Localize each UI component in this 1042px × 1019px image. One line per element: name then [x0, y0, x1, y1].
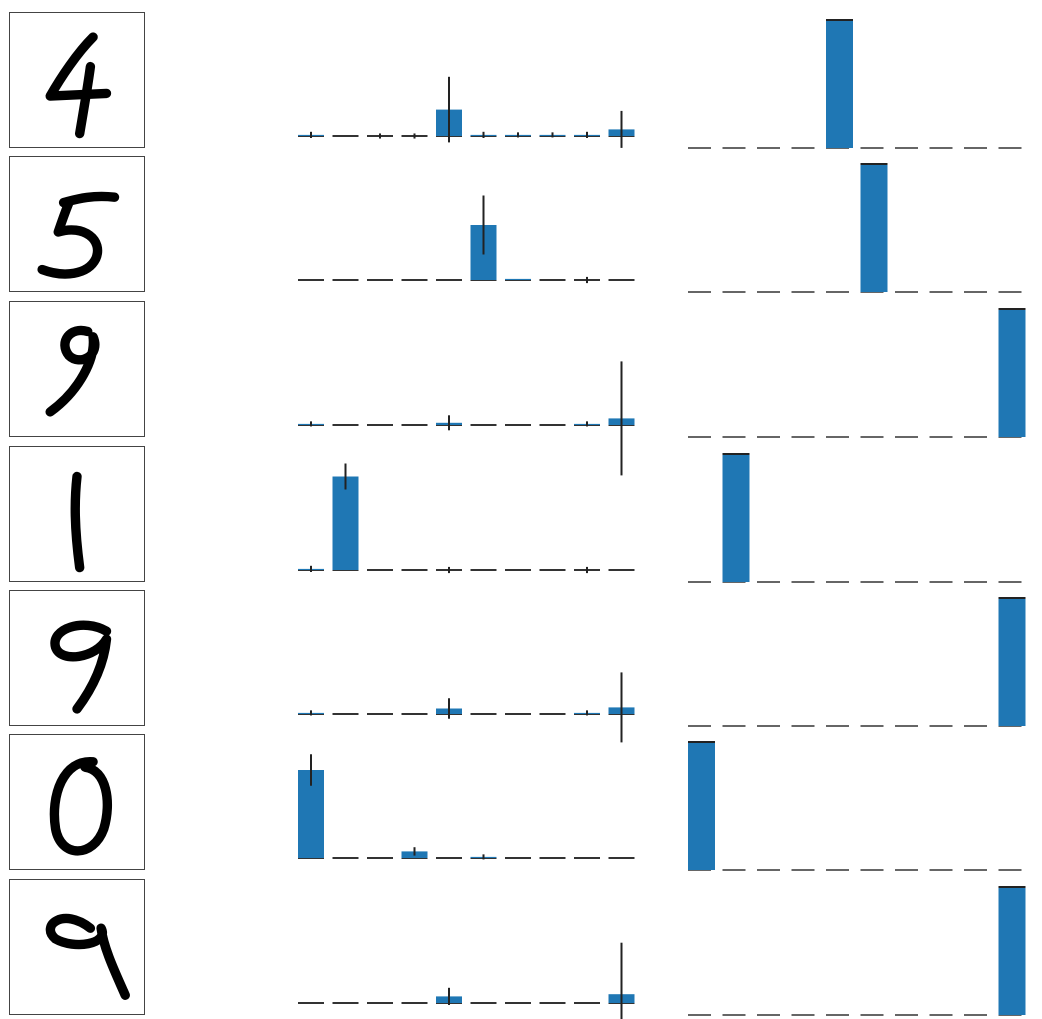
probability-bar-chart — [688, 453, 1022, 583]
digit-stroke — [45, 32, 112, 101]
digit-image — [9, 446, 145, 582]
uncertainty-bar-chart — [298, 754, 635, 860]
handwritten-digit-1 — [70, 471, 85, 573]
figure-row — [0, 590, 1042, 743]
digit-stroke — [37, 197, 103, 279]
digit-image — [9, 590, 145, 726]
uncertainty-bar-chart — [298, 195, 635, 284]
digit-image — [9, 301, 145, 437]
probability-bar-chart — [688, 19, 1022, 149]
digit-stroke — [74, 61, 96, 139]
handwritten-digit-5 — [37, 191, 120, 279]
uncertainty-bar-chart — [298, 361, 635, 476]
figure-row — [0, 879, 1042, 1019]
figure-row — [0, 156, 1042, 296]
figure-row — [0, 446, 1042, 586]
uncertainty-bar-chart — [298, 672, 635, 743]
digit-image — [9, 156, 145, 292]
probability-bar-4 — [826, 20, 853, 148]
probability-bar-9 — [998, 887, 1026, 1015]
probability-bar-chart — [688, 886, 1026, 1016]
digit-image — [9, 734, 145, 870]
handwritten-digit-0 — [49, 757, 113, 856]
digit-image — [9, 12, 145, 148]
figure-row — [0, 734, 1042, 874]
probability-bar-1 — [722, 454, 750, 582]
mean-bar-6 — [505, 278, 531, 280]
figure-row — [0, 12, 1042, 152]
digit-stroke — [45, 325, 100, 417]
digit-stroke — [50, 620, 112, 714]
handwritten-digit-9 — [45, 913, 130, 1000]
handwritten-digit-9 — [45, 325, 100, 417]
probability-bar-chart — [688, 308, 1026, 438]
digit-stroke — [70, 471, 85, 573]
uncertainty-bar-chart — [298, 76, 635, 148]
probability-bar-chart — [688, 163, 1022, 293]
digit-stroke — [49, 757, 113, 856]
digit-stroke — [45, 913, 130, 1000]
digit-image — [9, 879, 145, 1015]
probability-bar-chart — [688, 597, 1026, 727]
probability-bar-0 — [688, 742, 715, 870]
probability-bar-9 — [998, 309, 1026, 437]
figure-row — [0, 301, 1042, 476]
mean-bar-1 — [332, 476, 359, 570]
probability-bar-5 — [860, 164, 888, 292]
handwritten-digit-4 — [45, 32, 112, 139]
probability-bar-9 — [998, 598, 1026, 726]
uncertainty-bar-chart — [298, 463, 635, 574]
probability-bar-chart — [688, 741, 1022, 871]
handwritten-digit-9 — [50, 620, 112, 714]
uncertainty-bar-chart — [298, 942, 635, 1019]
